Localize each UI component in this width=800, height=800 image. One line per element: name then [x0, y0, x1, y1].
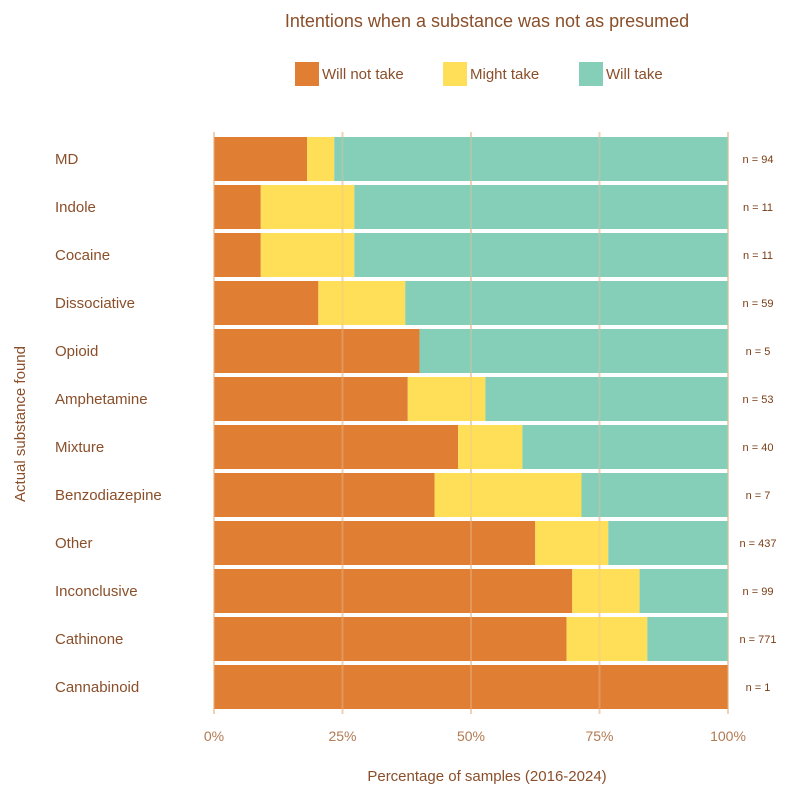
n-label-dissociative: n = 59 — [743, 298, 774, 310]
bar-mixture-will-take — [522, 425, 728, 469]
bar-cocaine-will-not-take — [214, 233, 261, 277]
x-tick-label-0: 0% — [204, 728, 224, 744]
bars — [214, 137, 728, 709]
n-label-benzodiazepine: n = 7 — [746, 490, 771, 502]
category-label-opioid: Opioid — [55, 343, 98, 360]
bar-cathinone-will-not-take — [214, 617, 567, 661]
category-label-benzodiazepine: Benzodiazepine — [55, 487, 162, 504]
bar-indole-will-not-take — [214, 185, 261, 229]
legend-label-will-not-take: Will not take — [322, 66, 404, 83]
bar-cathinone-will-take — [647, 617, 728, 661]
bar-dissociative-might-take — [318, 281, 406, 325]
legend-swatch-will-not-take — [295, 62, 319, 86]
bar-mixture-might-take — [458, 425, 523, 469]
legend-swatch-will-take — [579, 62, 603, 86]
bar-other-will-take — [608, 521, 728, 565]
bar-cathinone-might-take — [566, 617, 648, 661]
bar-md-will-take — [334, 137, 728, 181]
category-labels: MD Indole Cocaine Dissociative Opioid Ampheta… — [55, 151, 162, 696]
n-label-md: n = 94 — [743, 154, 774, 166]
bar-opioid-will-take — [419, 329, 728, 373]
bar-benzodiazepine-will-not-take — [214, 473, 435, 517]
x-tick-label-100: 100% — [710, 728, 746, 744]
x-axis-title: Percentage of samples (2016-2024) — [367, 768, 606, 785]
category-label-other: Other — [55, 535, 93, 552]
category-label-cocaine: Cocaine — [55, 247, 110, 264]
bar-amphetamine-might-take — [407, 377, 486, 421]
bar-inconclusive-might-take — [572, 569, 640, 613]
n-label-mixture: n = 40 — [743, 442, 774, 454]
category-label-inconclusive: Inconclusive — [55, 583, 138, 600]
bar-indole-might-take — [260, 185, 355, 229]
category-label-cannabinoid: Cannabinoid — [55, 679, 139, 696]
x-axis-ticks: 0% 25% 50% 75% 100% — [204, 728, 746, 744]
n-label-cocaine: n = 11 — [743, 250, 773, 262]
bar-cocaine-might-take — [260, 233, 355, 277]
bar-other-might-take — [535, 521, 609, 565]
n-label-amphetamine: n = 53 — [743, 394, 774, 406]
category-label-cathinone: Cathinone — [55, 631, 123, 648]
category-label-mixture: Mixture — [55, 439, 104, 456]
bar-opioid-will-not-take — [214, 329, 420, 373]
n-label-other: n = 437 — [739, 538, 776, 550]
bar-cannabinoid-will-not-take — [214, 665, 728, 709]
n-label-opioid: n = 5 — [746, 346, 771, 358]
n-label-cannabinoid: n = 1 — [746, 682, 771, 694]
bar-benzodiazepine-will-take — [581, 473, 728, 517]
legend-swatch-might-take — [443, 62, 467, 86]
x-tick-label-75: 75% — [585, 728, 613, 744]
y-axis-title: Actual substance found — [12, 346, 29, 502]
bar-indole-will-take — [354, 185, 728, 229]
bar-mixture-will-not-take — [214, 425, 459, 469]
category-label-md: MD — [55, 151, 78, 168]
legend-label-might-take: Might take — [470, 66, 539, 83]
bar-amphetamine-will-not-take — [214, 377, 408, 421]
bar-amphetamine-will-take — [485, 377, 728, 421]
legend: Will not take Might take Will take — [295, 62, 663, 86]
sample-size-labels: n = 94 n = 11 n = 11 n = 59 n = 5 n = 53 n = 4… — [739, 154, 776, 694]
category-label-amphetamine: Amphetamine — [55, 391, 148, 408]
bar-cocaine-will-take — [354, 233, 728, 277]
category-label-indole: Indole — [55, 199, 96, 216]
x-tick-label-25: 25% — [328, 728, 356, 744]
bar-benzodiazepine-might-take — [434, 473, 582, 517]
chart-title: Intentions when a substance was not as p… — [285, 11, 689, 31]
category-label-dissociative: Dissociative — [55, 295, 135, 312]
n-label-indole: n = 11 — [743, 202, 773, 214]
bar-dissociative-will-take — [405, 281, 728, 325]
grid-overlay — [213, 132, 729, 714]
n-label-inconclusive: n = 99 — [743, 586, 774, 598]
x-tick-label-50: 50% — [457, 728, 485, 744]
bar-inconclusive-will-not-take — [214, 569, 573, 613]
bar-inconclusive-will-take — [639, 569, 728, 613]
legend-label-will-take: Will take — [606, 66, 663, 83]
bar-md-will-not-take — [214, 137, 308, 181]
n-label-cathinone: n = 771 — [739, 634, 776, 646]
bar-dissociative-will-not-take — [214, 281, 319, 325]
bar-md-might-take — [307, 137, 335, 181]
bar-other-will-not-take — [214, 521, 536, 565]
